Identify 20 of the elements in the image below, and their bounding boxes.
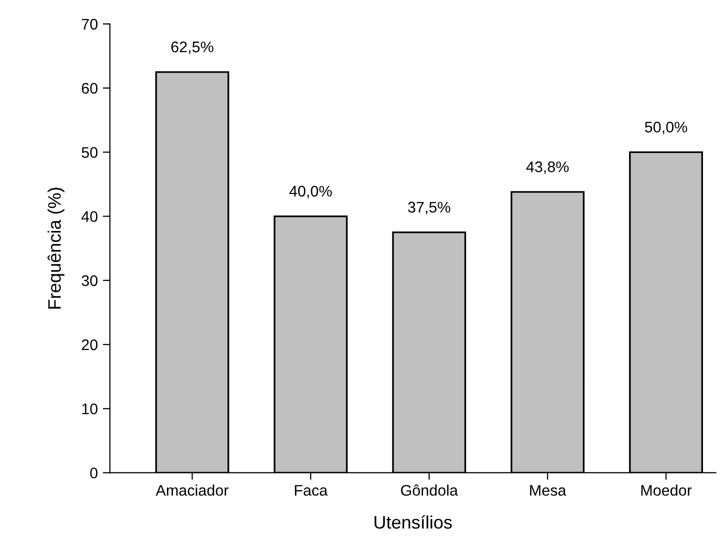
x-tick-label: Faca (294, 485, 328, 496)
x-tick-label: Mesa (530, 485, 566, 496)
y-axis-title: Frequência (%) (48, 188, 64, 309)
data-label: 62,5% (171, 42, 214, 54)
y-tick-label: 60 (82, 82, 98, 94)
y-tick-label: 30 (82, 275, 98, 286)
y-tick-label: 50 (82, 147, 98, 158)
y-tick-label: 70 (82, 18, 98, 30)
data-label: 50,0% (644, 122, 688, 134)
data-label: 40,0% (289, 186, 332, 198)
y-tick-label: 0 (90, 468, 98, 478)
data-label: 43,8% (526, 161, 569, 174)
x-tick-label: Amaciador (156, 484, 228, 496)
x-axis-title: Utensílios (374, 515, 452, 529)
x-tick-label: Gôndola (401, 484, 458, 496)
y-tick-label: 40 (81, 211, 98, 222)
x-tick-label: Moedor (641, 484, 692, 496)
y-tick-label: 10 (82, 403, 98, 414)
data-label: 37,5% (408, 202, 450, 214)
y-tick-label: 20 (82, 339, 98, 350)
